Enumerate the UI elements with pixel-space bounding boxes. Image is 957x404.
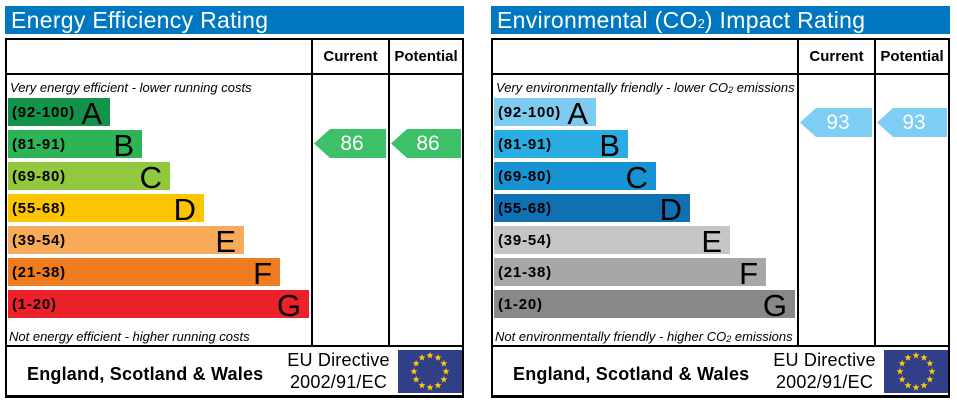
svg-text:93: 93 [902, 111, 925, 134]
svg-text:86: 86 [340, 132, 363, 155]
svg-text:93: 93 [826, 111, 849, 134]
svg-text:86: 86 [416, 132, 439, 155]
